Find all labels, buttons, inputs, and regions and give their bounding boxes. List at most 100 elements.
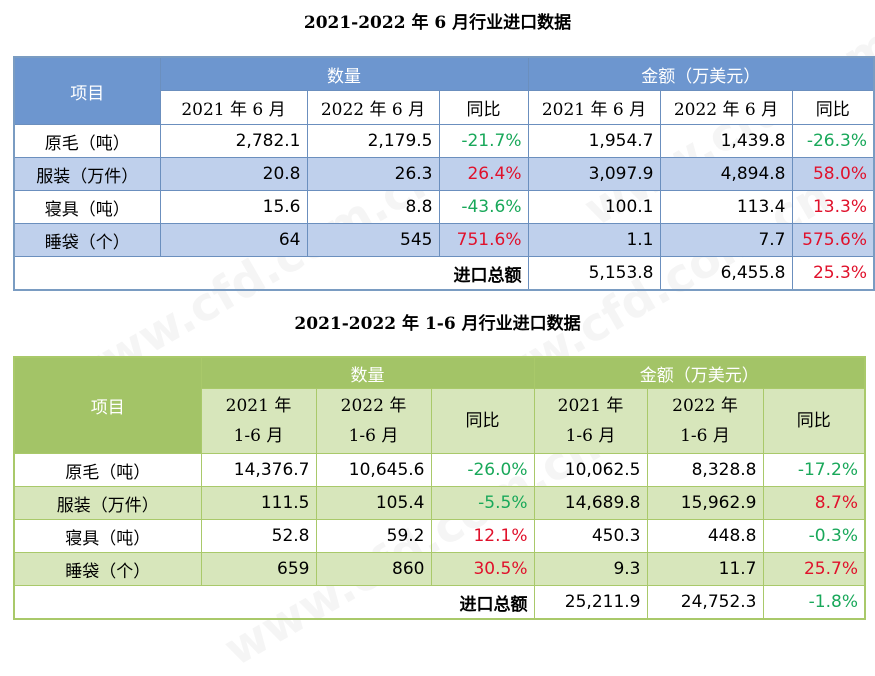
- header-row: 项目 数量 金额（万美元）: [13, 356, 866, 454]
- cell: 448.8: [646, 519, 764, 553]
- cell: 450.3: [533, 519, 648, 553]
- subheader-row: 2021 年 1-6 月 2022 年 1-6 月 同比 2021 年 1-6 月 2…: [14, 388, 866, 454]
- table-row: 睡袋（个） 659 860 30.5% 9.3 11.7 25.7%: [13, 552, 866, 586]
- cell: 11.7: [646, 552, 764, 586]
- amt-2022-header: 2022 年 6 月: [659, 90, 793, 125]
- subheader-row: 2021 年 6 月 2022 年 6 月 同比 2021 年 6 月 2022…: [14, 90, 875, 125]
- table-row: 睡袋（个） 64 545 751.6% 1.1 7.7 575.6%: [13, 223, 875, 257]
- cell: 3,097.9: [527, 157, 661, 191]
- cell: 2,782.1: [159, 124, 308, 158]
- cell: 10,645.6: [315, 453, 432, 487]
- qty-2021-header: 2021 年 6 月: [159, 90, 308, 125]
- amount-header: 金额（万美元）: [533, 356, 866, 389]
- cell: 2,179.5: [306, 124, 440, 158]
- qty-yoy-header: 同比: [430, 388, 535, 454]
- row-label: 睡袋（个）: [13, 552, 202, 586]
- total-label: 进口总额: [439, 256, 529, 291]
- amount-header: 金额（万美元）: [527, 56, 875, 91]
- total-cell: 24,752.3: [646, 585, 764, 620]
- cell: 14,376.7: [200, 453, 317, 487]
- cell: 26.3: [306, 157, 440, 191]
- cell: 659: [200, 552, 317, 586]
- cell: 1,439.8: [659, 124, 793, 158]
- cell: 545: [306, 223, 440, 257]
- total-spacer: [13, 256, 439, 291]
- row-label: 原毛（吨）: [13, 124, 161, 158]
- table-row: 寝具（吨） 15.6 8.8 -43.6% 100.1 113.4 13.3%: [13, 190, 875, 224]
- row-label: 寝具（吨）: [13, 190, 161, 224]
- row-label: 睡袋（个）: [13, 223, 161, 257]
- row-label: 寝具（吨）: [13, 519, 202, 553]
- cell: 1.1: [527, 223, 661, 257]
- yoy-cell: 8.7%: [762, 486, 866, 520]
- total-spacer: [13, 585, 431, 620]
- cell: 14,689.8: [533, 486, 648, 520]
- cell: 7.7: [659, 223, 793, 257]
- total-label: 进口总额: [431, 585, 535, 620]
- amt-yoy-header: 同比: [791, 90, 875, 125]
- qty-2021-header: 2021 年 1-6 月: [200, 388, 317, 454]
- row-label: 原毛（吨）: [13, 453, 202, 487]
- cell: 1,954.7: [527, 124, 661, 158]
- yoy-cell: 26.4%: [438, 157, 529, 191]
- total-cell: 6,455.8: [659, 256, 793, 291]
- quantity-header: 数量: [159, 56, 529, 91]
- item-header: 项目: [13, 356, 202, 454]
- cell: 860: [315, 552, 432, 586]
- yoy-cell: -26.0%: [430, 453, 535, 487]
- table-row: 服装（万件） 111.5 105.4 -5.5% 14,689.8 15,962…: [13, 486, 866, 520]
- yoy-cell: 30.5%: [430, 552, 535, 586]
- cell: 9.3: [533, 552, 648, 586]
- june-import-table: 项目 数量 金额（万美元） 2021 年 6 月 2022 年 6 月 同比 2…: [13, 56, 875, 291]
- cell: 8.8: [306, 190, 440, 224]
- cell: 105.4: [315, 486, 432, 520]
- yoy-cell: 12.1%: [430, 519, 535, 553]
- cell: 10,062.5: [533, 453, 648, 487]
- amt-2021-header: 2021 年 1-6 月: [533, 388, 648, 454]
- yoy-cell: 751.6%: [438, 223, 529, 257]
- total-row: 进口总额 25,211.9 24,752.3 -1.8%: [13, 585, 866, 620]
- yoy-cell: -17.2%: [762, 453, 866, 487]
- total-cell: 5,153.8: [527, 256, 661, 291]
- qty-2022-header: 2022 年 1-6 月: [315, 388, 432, 454]
- cell: 100.1: [527, 190, 661, 224]
- amt-yoy-header: 同比: [762, 388, 866, 454]
- header-row: 项目 数量 金额（万美元）: [13, 56, 875, 125]
- yoy-cell: -5.5%: [430, 486, 535, 520]
- total-row: 进口总额 5,153.8 6,455.8 25.3%: [13, 256, 875, 291]
- yoy-cell: 13.3%: [791, 190, 875, 224]
- yoy-cell: -26.3%: [791, 124, 875, 158]
- total-yoy-cell: -1.8%: [762, 585, 866, 620]
- qty-2022-header: 2022 年 6 月: [306, 90, 440, 125]
- table-row: 服装（万件） 20.8 26.3 26.4% 3,097.9 4,894.8 5…: [13, 157, 875, 191]
- cell: 111.5: [200, 486, 317, 520]
- table-row: 寝具（吨） 52.8 59.2 12.1% 450.3 448.8 -0.3%: [13, 519, 866, 553]
- yoy-cell: -43.6%: [438, 190, 529, 224]
- yoy-cell: 58.0%: [791, 157, 875, 191]
- table2-title: 2021-2022 年 1-6 月行业进口数据: [294, 314, 581, 334]
- amt-2022-header: 2022 年 1-6 月: [646, 388, 764, 454]
- cell: 4,894.8: [659, 157, 793, 191]
- yoy-cell: 25.7%: [762, 552, 866, 586]
- yoy-cell: -21.7%: [438, 124, 529, 158]
- qty-yoy-header: 同比: [438, 90, 529, 125]
- total-yoy-cell: 25.3%: [791, 256, 875, 291]
- cell: 52.8: [200, 519, 317, 553]
- cell: 64: [159, 223, 308, 257]
- cell: 20.8: [159, 157, 308, 191]
- item-header: 项目: [13, 56, 161, 125]
- row-label: 服装（万件）: [13, 486, 202, 520]
- cell: 15.6: [159, 190, 308, 224]
- cell: 8,328.8: [646, 453, 764, 487]
- table-row: 原毛（吨） 2,782.1 2,179.5 -21.7% 1,954.7 1,4…: [13, 124, 875, 158]
- cell: 15,962.9: [646, 486, 764, 520]
- table1-title: 2021-2022 年 6 月行业进口数据: [303, 13, 572, 33]
- table-row: 原毛（吨） 14,376.7 10,645.6 -26.0% 10,062.5 …: [13, 453, 866, 487]
- cell: 59.2: [315, 519, 432, 553]
- h1-import-table: 项目 数量 金额（万美元） 2021 年 1-6 月 2022 年 1-6 月 同比…: [13, 356, 866, 620]
- row-label: 服装（万件）: [13, 157, 161, 191]
- yoy-cell: -0.3%: [762, 519, 866, 553]
- total-cell: 25,211.9: [533, 585, 648, 620]
- amt-2021-header: 2021 年 6 月: [527, 90, 661, 125]
- quantity-header: 数量: [200, 356, 535, 389]
